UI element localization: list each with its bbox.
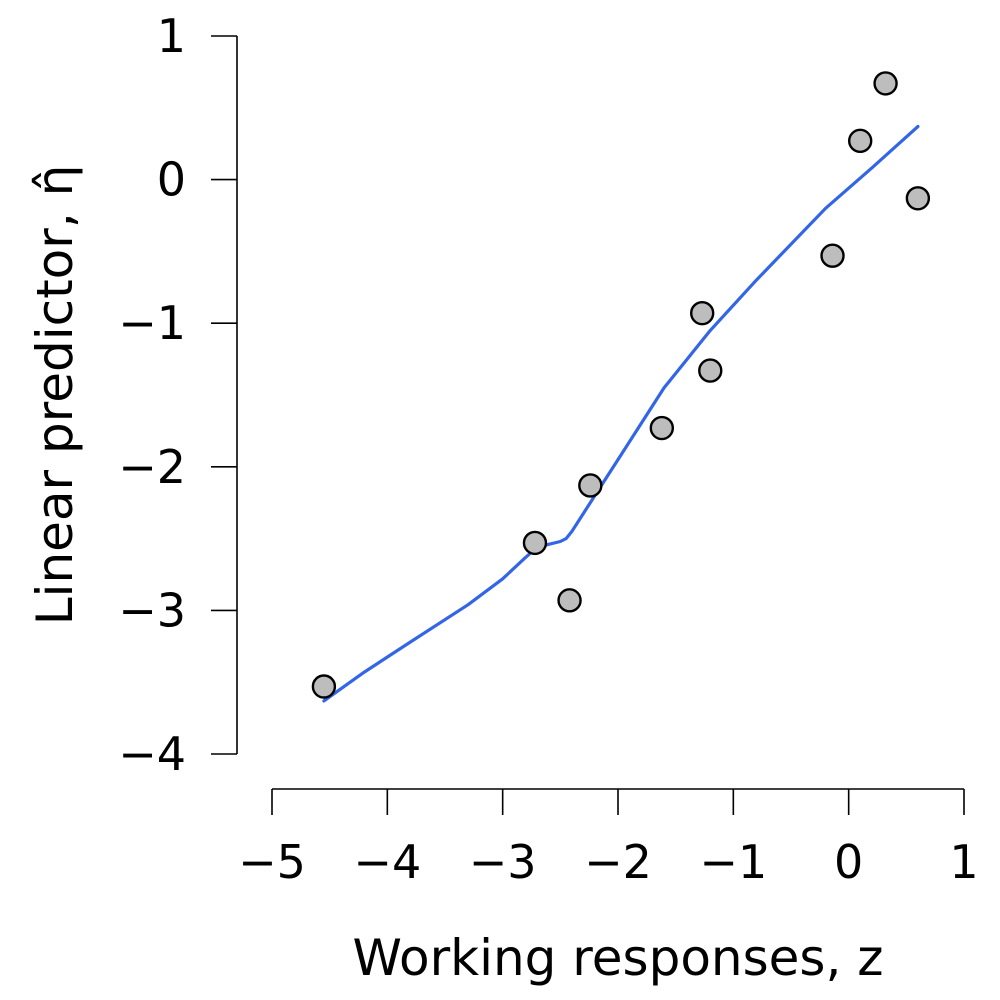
y-axis-title: Linear predictor, η̂ xyxy=(26,165,84,626)
data-point xyxy=(873,71,898,96)
data-point xyxy=(905,186,931,211)
fitted-line xyxy=(322,124,920,703)
plot-area xyxy=(311,71,931,703)
data-point xyxy=(557,588,582,613)
x-tick-label: −4 xyxy=(353,835,421,889)
x-tick-label: 0 xyxy=(834,835,863,889)
data-point xyxy=(578,473,603,498)
y-tick-label: 1 xyxy=(157,9,186,63)
data-point xyxy=(522,530,548,556)
x-axis: −5 −4 −3 −2 −1 0 1 xyxy=(238,788,979,889)
y-tick-label: −1 xyxy=(118,296,186,350)
data-point xyxy=(649,415,675,441)
x-axis-title: Working responses, z xyxy=(352,929,883,987)
data-point xyxy=(848,128,873,154)
x-tick-label: −2 xyxy=(584,835,652,889)
x-tick-label: −1 xyxy=(699,835,767,889)
y-tick-label: −3 xyxy=(118,583,186,637)
x-tick-label: −5 xyxy=(238,835,306,889)
data-point xyxy=(311,674,337,699)
data-point xyxy=(689,300,715,326)
data-point xyxy=(698,358,723,383)
data-point xyxy=(820,243,845,268)
x-tick-label: −3 xyxy=(469,835,537,889)
x-tick-label: 1 xyxy=(949,835,978,889)
y-axis: −4 −3 −2 −1 0 1 xyxy=(118,9,238,781)
y-tick-label: 0 xyxy=(157,153,186,207)
y-tick-label: −4 xyxy=(118,727,186,781)
y-tick-label: −2 xyxy=(118,440,186,494)
